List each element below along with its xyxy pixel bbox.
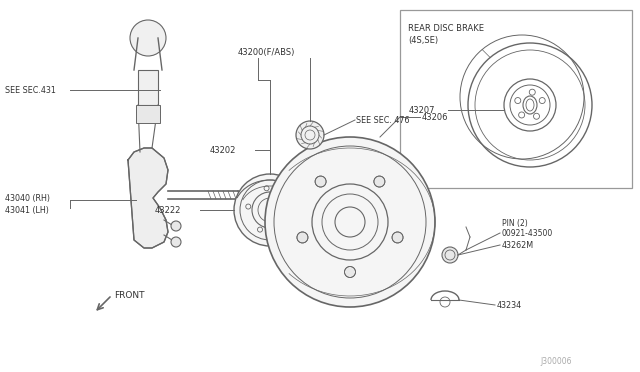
Text: 43206: 43206 bbox=[422, 112, 449, 122]
Bar bbox=[138, 70, 158, 105]
Text: 43207: 43207 bbox=[409, 106, 435, 115]
Text: 43234: 43234 bbox=[497, 301, 522, 310]
Text: 43040 (RH): 43040 (RH) bbox=[5, 193, 50, 202]
Text: FRONT: FRONT bbox=[114, 291, 145, 299]
Circle shape bbox=[171, 221, 181, 231]
Text: SEE SEC. 476: SEE SEC. 476 bbox=[356, 115, 410, 125]
Text: SEE SEC.431: SEE SEC.431 bbox=[5, 86, 56, 94]
Text: 43222: 43222 bbox=[155, 205, 181, 215]
Text: 43200(F/ABS): 43200(F/ABS) bbox=[238, 48, 296, 57]
Circle shape bbox=[315, 176, 326, 187]
Text: PIN (2): PIN (2) bbox=[502, 218, 528, 228]
Circle shape bbox=[265, 137, 435, 307]
Text: 43262M: 43262M bbox=[502, 241, 534, 250]
Circle shape bbox=[344, 266, 355, 278]
Text: J300006: J300006 bbox=[540, 357, 572, 366]
Text: 43041 (LH): 43041 (LH) bbox=[5, 205, 49, 215]
Circle shape bbox=[130, 20, 166, 56]
Circle shape bbox=[392, 232, 403, 243]
Text: REAR DISC BRAKE: REAR DISC BRAKE bbox=[408, 24, 484, 33]
Text: 43202: 43202 bbox=[210, 145, 236, 154]
Ellipse shape bbox=[241, 190, 255, 199]
Bar bbox=[400, 10, 632, 188]
Circle shape bbox=[171, 237, 181, 247]
Circle shape bbox=[442, 247, 458, 263]
Circle shape bbox=[296, 121, 324, 149]
Circle shape bbox=[297, 232, 308, 243]
Circle shape bbox=[234, 174, 306, 246]
Polygon shape bbox=[128, 148, 168, 248]
Text: (4S,SE): (4S,SE) bbox=[408, 36, 438, 45]
Text: 00921-43500: 00921-43500 bbox=[502, 228, 553, 237]
Circle shape bbox=[374, 176, 385, 187]
Bar bbox=[136, 105, 160, 123]
